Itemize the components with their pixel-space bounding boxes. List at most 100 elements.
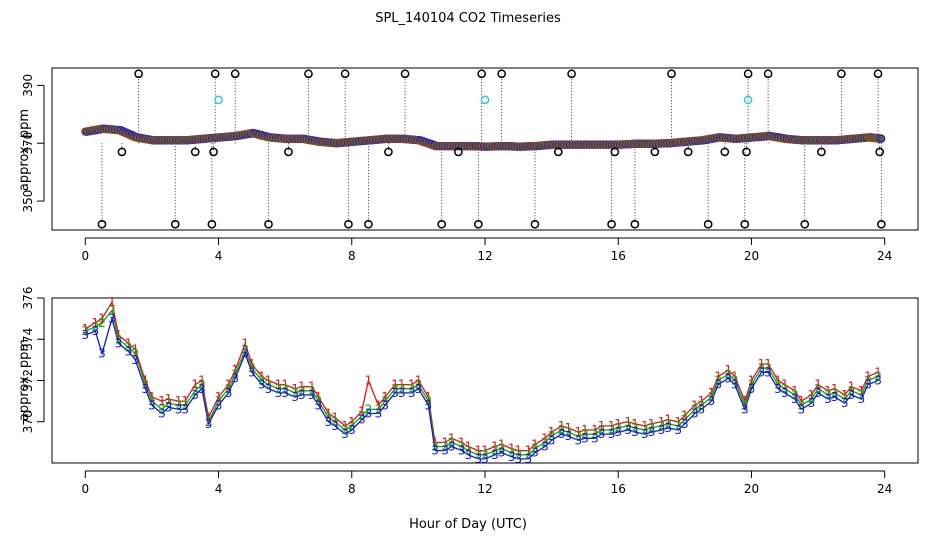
series-marker-3: 3 xyxy=(724,371,732,385)
series-marker-2: 2 xyxy=(541,435,549,449)
series-marker-1: 1 xyxy=(641,419,649,433)
series-marker-2: 2 xyxy=(365,402,373,416)
series-marker-2: 2 xyxy=(281,382,289,396)
series-marker-2: 2 xyxy=(498,442,506,456)
series-marker-1: 1 xyxy=(664,413,672,427)
series-marker-2: 2 xyxy=(841,392,849,406)
series-marker-2: 2 xyxy=(724,367,732,381)
series-marker-3: 3 xyxy=(741,402,749,416)
series-marker-2: 2 xyxy=(408,382,416,396)
series-marker-3: 3 xyxy=(381,398,389,412)
series-marker-1: 1 xyxy=(698,394,706,408)
series-marker-1: 1 xyxy=(265,374,273,388)
series-marker-1: 1 xyxy=(758,357,766,371)
series-marker-1: 1 xyxy=(125,336,133,350)
series-marker-3: 3 xyxy=(698,402,706,416)
series-marker-1: 1 xyxy=(514,444,522,458)
y-tick-label: 390 xyxy=(21,74,35,97)
series-marker-1: 1 xyxy=(81,322,89,336)
flag-point xyxy=(703,219,713,229)
series-marker-3: 3 xyxy=(641,427,649,441)
series-marker-3: 3 xyxy=(758,365,766,379)
y-tick-label: 372 xyxy=(21,369,35,392)
series-marker-3: 3 xyxy=(181,402,189,416)
series-marker-3: 3 xyxy=(158,407,166,421)
series-marker-1: 1 xyxy=(558,419,566,433)
top-y-axis-label: approx. ppm xyxy=(17,109,32,191)
cyan-point xyxy=(480,95,490,105)
series-marker-3: 3 xyxy=(108,312,116,326)
series-marker-1: 1 xyxy=(248,357,256,371)
series-marker-2: 2 xyxy=(441,440,449,454)
series-marker-2: 2 xyxy=(831,386,839,400)
series-marker-3: 3 xyxy=(748,382,756,396)
x-tick-label: 24 xyxy=(877,482,892,496)
x-axis-label: Hour of Day (UTC) xyxy=(409,517,527,532)
series-marker-1: 1 xyxy=(358,404,366,418)
series-marker-3: 3 xyxy=(191,388,199,402)
series-marker-2: 2 xyxy=(791,388,799,402)
series-marker-1: 1 xyxy=(191,378,199,392)
series-marker-3: 3 xyxy=(558,427,566,441)
series-marker-1: 1 xyxy=(774,374,782,388)
flag-point xyxy=(134,69,143,79)
series-marker-2: 2 xyxy=(448,435,456,449)
series-marker-1: 1 xyxy=(858,384,866,398)
series-marker-2: 2 xyxy=(548,429,556,443)
x-tick-label: 24 xyxy=(877,249,892,263)
series-marker-2: 2 xyxy=(641,423,649,437)
flag-point xyxy=(207,219,217,229)
series-marker-1: 1 xyxy=(275,378,283,392)
series-marker-1: 1 xyxy=(824,384,832,398)
series-marker-2: 2 xyxy=(315,394,323,408)
series-marker-3: 3 xyxy=(375,407,383,421)
series-marker-1: 1 xyxy=(115,328,123,342)
series-marker-1: 1 xyxy=(408,378,416,392)
series-marker-1: 1 xyxy=(598,419,606,433)
series-marker-3: 3 xyxy=(858,392,866,406)
series-marker-3: 3 xyxy=(258,378,266,392)
flag-point xyxy=(740,219,750,229)
series-marker-1: 1 xyxy=(614,417,622,431)
series-marker-2: 2 xyxy=(308,384,316,398)
x-tick-label: 20 xyxy=(744,249,759,263)
series-marker-2: 2 xyxy=(808,392,816,406)
series-marker-3: 3 xyxy=(864,378,872,392)
series-marker-1: 1 xyxy=(481,444,489,458)
flag-point xyxy=(230,69,240,79)
series-marker-3: 3 xyxy=(614,425,622,439)
series-marker-1: 1 xyxy=(624,415,632,429)
series-marker-2: 2 xyxy=(465,444,473,458)
flag-point xyxy=(473,219,483,229)
flag-point xyxy=(720,147,730,157)
series-marker-2: 2 xyxy=(491,444,499,458)
data-point-blue xyxy=(876,134,886,143)
series-marker-1: 1 xyxy=(448,431,456,445)
series-marker-1: 1 xyxy=(381,390,389,404)
series-marker-3: 3 xyxy=(331,419,339,433)
flag-point xyxy=(875,147,885,157)
series-marker-1: 1 xyxy=(741,394,749,408)
series-marker-3: 3 xyxy=(341,427,349,441)
series-marker-2: 2 xyxy=(781,382,789,396)
series-marker-1: 1 xyxy=(848,380,856,394)
series-marker-3: 3 xyxy=(498,446,506,460)
flag-point xyxy=(742,147,751,157)
series-marker-3: 3 xyxy=(398,386,406,400)
flag-point xyxy=(344,219,353,229)
flag-point xyxy=(97,219,107,229)
cyan-point xyxy=(743,95,753,105)
series-marker-3: 3 xyxy=(814,386,822,400)
series-marker-1: 1 xyxy=(441,435,449,449)
series-marker-3: 3 xyxy=(141,382,149,396)
series-marker-2: 2 xyxy=(341,423,349,437)
series-marker-3: 3 xyxy=(514,452,522,466)
series-marker-2: 2 xyxy=(598,423,606,437)
x-tick-label: 12 xyxy=(477,482,492,496)
flag-point xyxy=(477,69,487,79)
series-marker-3: 3 xyxy=(574,433,582,447)
series-marker-1: 1 xyxy=(508,442,516,456)
series-marker-2: 2 xyxy=(165,396,173,410)
series-marker-2: 2 xyxy=(731,374,739,388)
